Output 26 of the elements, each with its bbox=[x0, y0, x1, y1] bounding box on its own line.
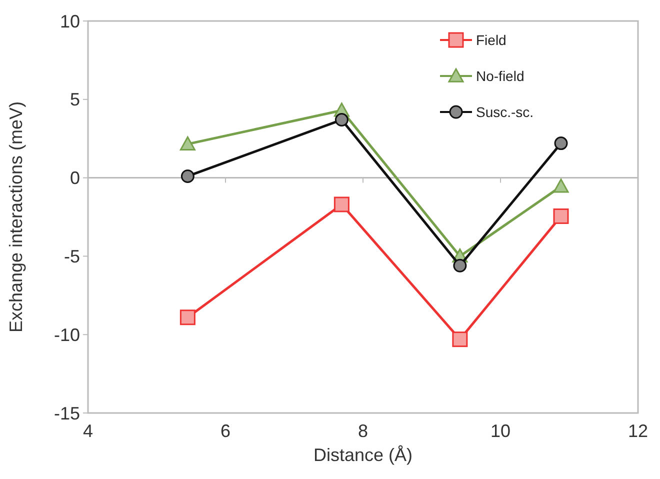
legend-label: Susc.-sc. bbox=[476, 104, 534, 120]
x-axis-title: Distance (Å) bbox=[313, 445, 413, 465]
legend-label: Field bbox=[476, 32, 506, 48]
y-tick-label: 10 bbox=[60, 11, 80, 32]
point bbox=[553, 208, 569, 224]
x-tick-label: 8 bbox=[358, 421, 368, 441]
point bbox=[334, 196, 350, 212]
point bbox=[453, 258, 467, 272]
y-tick-label: -10 bbox=[54, 324, 80, 345]
point bbox=[180, 136, 196, 150]
point bbox=[553, 178, 569, 193]
x-tick-label: 12 bbox=[628, 421, 648, 441]
point bbox=[452, 332, 468, 348]
y-tick-label: 0 bbox=[70, 168, 80, 188]
x-tick-label: 10 bbox=[490, 421, 511, 441]
y-axis-title: Exchange interactions (meV) bbox=[6, 101, 26, 333]
y-tick-label: -15 bbox=[54, 403, 80, 424]
point bbox=[334, 113, 348, 127]
y-tick-label: -5 bbox=[64, 246, 80, 266]
x-tick-label: 4 bbox=[82, 421, 94, 441]
y-tick-label: 5 bbox=[70, 90, 80, 110]
legend-label: No-field bbox=[476, 68, 524, 84]
point bbox=[180, 169, 194, 183]
x-tick-label: 6 bbox=[220, 421, 231, 441]
point bbox=[554, 136, 568, 150]
point bbox=[180, 310, 196, 326]
